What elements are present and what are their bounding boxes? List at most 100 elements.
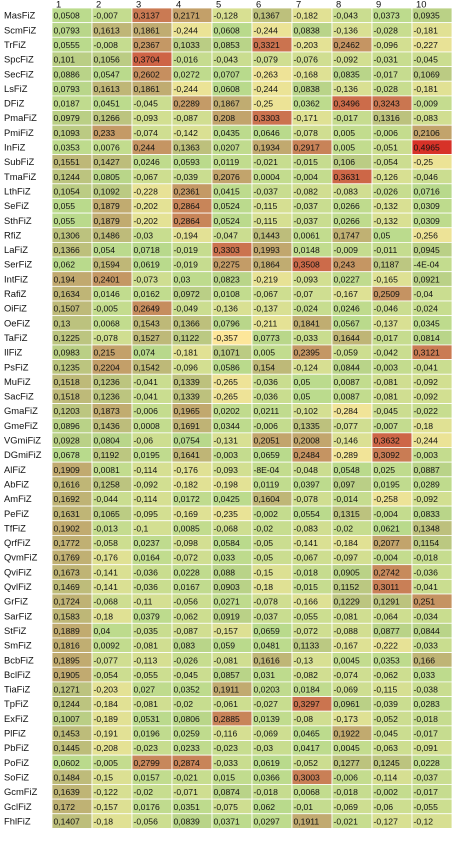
cell-value: 0,4965 <box>414 143 441 153</box>
cell-value: -0,25 <box>414 157 434 167</box>
cell-value: 0,1922 <box>334 729 361 739</box>
cell-value: -0,067 <box>294 553 319 563</box>
row-label: AmFiZ <box>4 493 32 504</box>
cell-value: -0,087 <box>174 626 199 636</box>
cell-value: 0,0237 <box>134 538 161 548</box>
cell-value: 0,0857 <box>214 670 241 680</box>
cell-value: -0,087 <box>174 113 199 123</box>
cell-value: -0,182 <box>294 11 319 21</box>
row-label: TmaFiZ <box>4 171 37 182</box>
cell-value: 0,1071 <box>214 348 241 358</box>
cell-value: 0,1065 <box>94 509 121 519</box>
row-label: QviFiZ <box>4 566 32 577</box>
cell-value: 0,1306 <box>54 230 81 240</box>
cell-value: -0,078 <box>294 494 319 504</box>
cell-value: -0,244 <box>174 25 199 35</box>
cell-value: 0,0531 <box>134 714 161 724</box>
cell-value: 0,1889 <box>54 626 81 636</box>
cell-value: 0,1192 <box>94 450 120 460</box>
cell-value: 0,0352 <box>174 685 201 695</box>
cell-value: 0,1772 <box>54 538 81 548</box>
cell-value: 0,0793 <box>54 84 81 94</box>
cell-value: -0,009 <box>414 99 439 109</box>
cell-value: -0,056 <box>174 597 199 607</box>
cell-value: -0,076 <box>294 55 319 65</box>
cell-value: 0,3092 <box>374 450 401 460</box>
cell-value: -0,181 <box>414 84 439 94</box>
row-label: TrFiZ <box>4 39 26 50</box>
cell-value: 0,1616 <box>54 479 81 489</box>
row-label: QvmFiZ <box>4 552 38 563</box>
row-label: LsFiZ <box>4 83 28 94</box>
cell-value: -0,015 <box>294 582 319 592</box>
row-label: GmeFiZ <box>4 420 38 431</box>
cell-value: 0,251 <box>414 597 436 607</box>
cell-value: -0,097 <box>334 553 359 563</box>
cell-value: 0,1339 <box>174 392 201 402</box>
cell-value: -0,045 <box>134 99 159 109</box>
cell-value: 0,1905 <box>54 670 81 680</box>
cell-value: -0,045 <box>414 55 439 65</box>
cell-value: -0,017 <box>414 787 439 797</box>
cell-value: 0,1641 <box>174 450 201 460</box>
cell-value: -0,157 <box>94 802 119 812</box>
cell-value: -0,114 <box>134 494 158 504</box>
cell-value: -0,122 <box>94 787 119 797</box>
cell-value: 0,0646 <box>254 128 281 138</box>
row-label: TaFiZ <box>4 332 28 343</box>
cell-value: 0,0796 <box>214 318 241 328</box>
cell-value: 0,0619 <box>134 260 161 270</box>
cell-value: 0,3321 <box>254 40 281 50</box>
cell-value: 0,1879 <box>94 201 121 211</box>
cell-value: -0,091 <box>414 743 439 753</box>
cell-value: -0,258 <box>374 494 399 504</box>
cell-value: -0,041 <box>414 362 439 372</box>
cell-value: -0,176 <box>174 465 199 475</box>
row-label: ScmFiZ <box>4 24 37 35</box>
cell-value: -0,083 <box>334 186 359 196</box>
cell-value: -0,265 <box>214 377 239 387</box>
cell-value: 0,1363 <box>174 143 201 153</box>
cell-value: 0,1225 <box>54 333 81 343</box>
cell-value: 0,0874 <box>214 787 241 797</box>
cell-value: -0,184 <box>94 699 119 709</box>
cell-value: 0,1133 <box>294 641 320 651</box>
cell-value: 0,0146 <box>94 289 121 299</box>
row-label: LaFiZ <box>4 244 28 255</box>
cell-value: -0,113 <box>134 655 158 665</box>
cell-value: 0,074 <box>134 348 156 358</box>
cell-value: 0,1747 <box>334 230 361 240</box>
cell-value: -0,043 <box>334 11 359 21</box>
cell-value: -4E-04 <box>414 260 440 270</box>
cell-value: 0,0961 <box>334 699 361 709</box>
cell-value: 0,0608 <box>214 84 241 94</box>
row-label: IlFiZ <box>4 347 22 358</box>
cell-value: -0,018 <box>334 787 359 797</box>
cell-value: -0,014 <box>334 494 359 504</box>
row-label: IntFiZ <box>4 273 28 284</box>
cell-value: -0,008 <box>94 40 119 50</box>
cell-value: 0,0289 <box>414 479 441 489</box>
cell-value: -0,069 <box>334 802 359 812</box>
cell-value: 0,0945 <box>414 245 441 255</box>
cell-value: 0,2885 <box>214 714 241 724</box>
cell-value: -0,083 <box>414 113 439 123</box>
cell-value: -0,041 <box>414 582 439 592</box>
cell-value: -0,041 <box>134 392 159 402</box>
cell-value: -0,171 <box>294 113 319 123</box>
cell-value: -0,055 <box>134 670 159 680</box>
cell-value: 0,055 <box>54 201 76 211</box>
cell-value: 0,1244 <box>54 699 81 709</box>
cell-value: -0,018 <box>414 553 439 563</box>
cell-value: 0,0608 <box>214 25 241 35</box>
cell-value: 0,3704 <box>134 55 161 65</box>
cell-value: 0,1244 <box>54 172 81 182</box>
cell-value: -0,137 <box>374 318 399 328</box>
row-label: PoFiZ <box>4 757 29 768</box>
cell-value: 0,2799 <box>134 758 161 768</box>
cell-value: 0,025 <box>374 465 396 475</box>
cell-value: 0,1277 <box>334 758 361 768</box>
cell-value: 0,0972 <box>174 289 201 299</box>
row-label: BcbFiZ <box>4 654 34 665</box>
cell-value: 0,3137 <box>134 11 161 21</box>
